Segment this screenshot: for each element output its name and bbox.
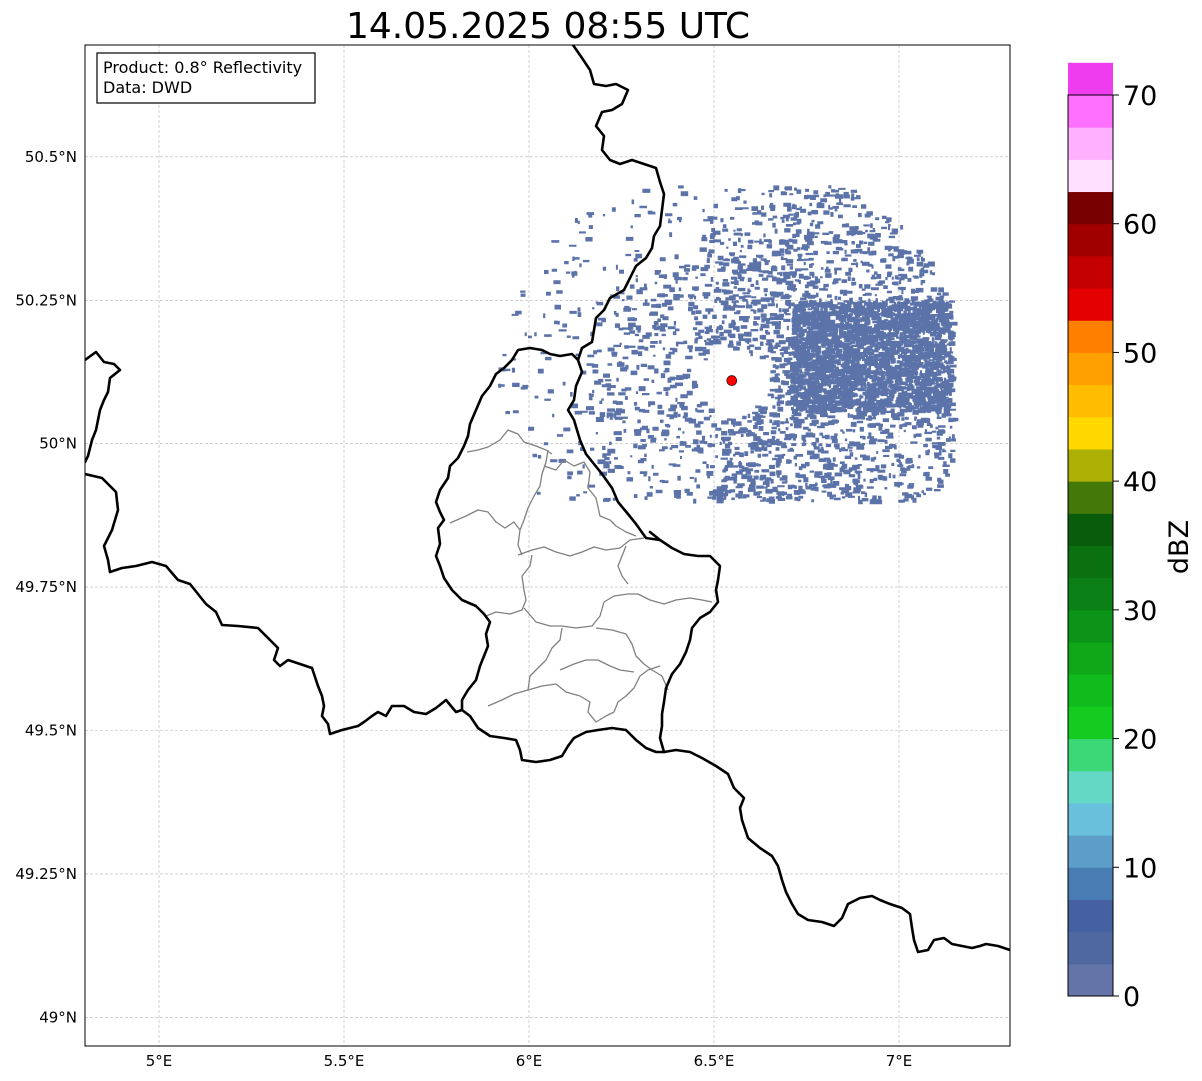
longitude-tick-label: 5.5°E — [324, 1052, 365, 1070]
colorbar-band — [1068, 191, 1113, 225]
map-frame — [84, 44, 1011, 1047]
radar-site-marker — [726, 375, 738, 386]
info-box-frame — [96, 52, 316, 104]
colorbar-band — [1068, 867, 1113, 900]
canton-boundaries — [449, 429, 713, 723]
canton-boundary — [517, 449, 549, 556]
colorbar-tick-label: 30 — [1123, 596, 1157, 627]
colorbar-band — [1068, 545, 1113, 579]
latitude-tick-label: 50.25°N — [15, 291, 77, 309]
canton-boundary — [485, 554, 533, 617]
colorbar-tick-label: 60 — [1123, 210, 1157, 241]
latitude-tick-label: 49°N — [39, 1008, 77, 1026]
canton-boundary — [449, 509, 521, 531]
colorbar-bands — [1068, 62, 1113, 997]
colorbar-band — [1068, 255, 1113, 289]
canton-boundary — [487, 683, 615, 723]
border-france-germany — [662, 748, 1010, 954]
colorbar-band — [1068, 738, 1113, 772]
colorbar-band — [1068, 835, 1113, 868]
colorbar-ticks: 0 10 20 30 40 50 60 70 — [1113, 81, 1157, 1013]
longitude-tick-labels: 5°E 5.5°E 6°E 6.5°E 7°E — [146, 1052, 913, 1070]
colorbar-band — [1068, 95, 1113, 128]
colorbar-band — [1068, 62, 1113, 96]
canton-boundary — [517, 537, 645, 557]
colorbar-tick-label: 50 — [1123, 338, 1157, 369]
colorbar-tick-label: 20 — [1123, 725, 1157, 756]
national-borders — [85, 45, 1010, 954]
colorbar-band — [1068, 384, 1113, 418]
map-gridlines — [85, 45, 1010, 1046]
longitude-tick-label: 6°E — [516, 1052, 543, 1070]
canton-boundary — [466, 429, 553, 455]
canton-boundary — [595, 627, 669, 691]
info-box: Product: 0.8° Reflectivity Data: DWD — [96, 52, 316, 104]
colorbar-band — [1068, 802, 1113, 836]
border-luxembourg-germany — [600, 472, 722, 754]
border-belgium-france-north — [85, 350, 122, 464]
info-data-source: Data: DWD — [103, 78, 192, 97]
canton-boundary — [523, 593, 713, 629]
info-product: Product: 0.8° Reflectivity — [103, 58, 302, 77]
colorbar-frame — [1067, 94, 1114, 997]
colorbar-band — [1068, 642, 1113, 675]
border-belgium-germany — [566, 45, 666, 476]
canton-boundary — [617, 545, 629, 585]
colorbar-band — [1068, 577, 1113, 611]
latitude-tick-label: 50.5°N — [25, 148, 77, 166]
colorbar-band — [1068, 288, 1113, 321]
colorbar-band — [1068, 416, 1113, 450]
colorbar-band — [1068, 448, 1113, 482]
latitude-tick-labels: 49°N 49.25°N 49.5°N 49.75°N 50°N 50.25°N 50.5°… — [15, 148, 77, 1026]
longitude-tick-label: 6.5°E — [694, 1052, 735, 1070]
colorbar-tick-label: 0 — [1123, 982, 1140, 1013]
colorbar-band — [1068, 159, 1113, 193]
radar-echo-cells — [498, 185, 959, 505]
latitude-tick-label: 49.75°N — [15, 578, 77, 596]
longitude-tick-label: 7°E — [886, 1052, 913, 1070]
radar-echo-layer — [498, 185, 959, 505]
latitude-tick-label: 49.5°N — [25, 721, 77, 739]
figure-title: 14.05.2025 08:55 UTC — [346, 6, 750, 47]
border-luxembourg-belgium — [434, 346, 580, 712]
colorbar-tick-label: 40 — [1123, 467, 1157, 498]
colorbar-band — [1068, 127, 1113, 160]
colorbar-band — [1068, 931, 1113, 965]
border-germany-north — [648, 530, 662, 542]
latitude-tick-label: 50°N — [39, 435, 77, 453]
canton-boundary — [543, 459, 637, 537]
colorbar-band — [1068, 899, 1113, 933]
colorbar-tick-label: 70 — [1123, 81, 1157, 112]
longitude-tick-label: 5°E — [146, 1052, 173, 1070]
colorbar-band — [1068, 513, 1113, 546]
colorbar-band — [1068, 963, 1113, 997]
colorbar-label: dBZ — [1164, 520, 1195, 574]
canton-boundary — [559, 659, 635, 673]
canton-boundary — [613, 665, 661, 713]
colorbar-band — [1068, 770, 1113, 804]
colorbar-band — [1068, 481, 1113, 514]
colorbar-band — [1068, 674, 1113, 707]
border-luxembourg-france — [460, 708, 666, 764]
colorbar-tick-label: 10 — [1123, 853, 1157, 884]
colorbar-band — [1068, 320, 1113, 353]
border-belgium-france — [85, 472, 464, 736]
colorbar-band — [1068, 223, 1113, 257]
border-layer — [85, 45, 1010, 954]
colorbar-band — [1068, 706, 1113, 740]
colorbar-band — [1068, 609, 1113, 643]
colorbar-band — [1068, 352, 1113, 386]
latitude-tick-label: 49.25°N — [15, 865, 77, 883]
colorbar: 0 10 20 30 40 50 60 70 dBZ — [1067, 62, 1195, 1013]
canton-boundary — [527, 627, 563, 691]
map-background — [85, 45, 1010, 1046]
